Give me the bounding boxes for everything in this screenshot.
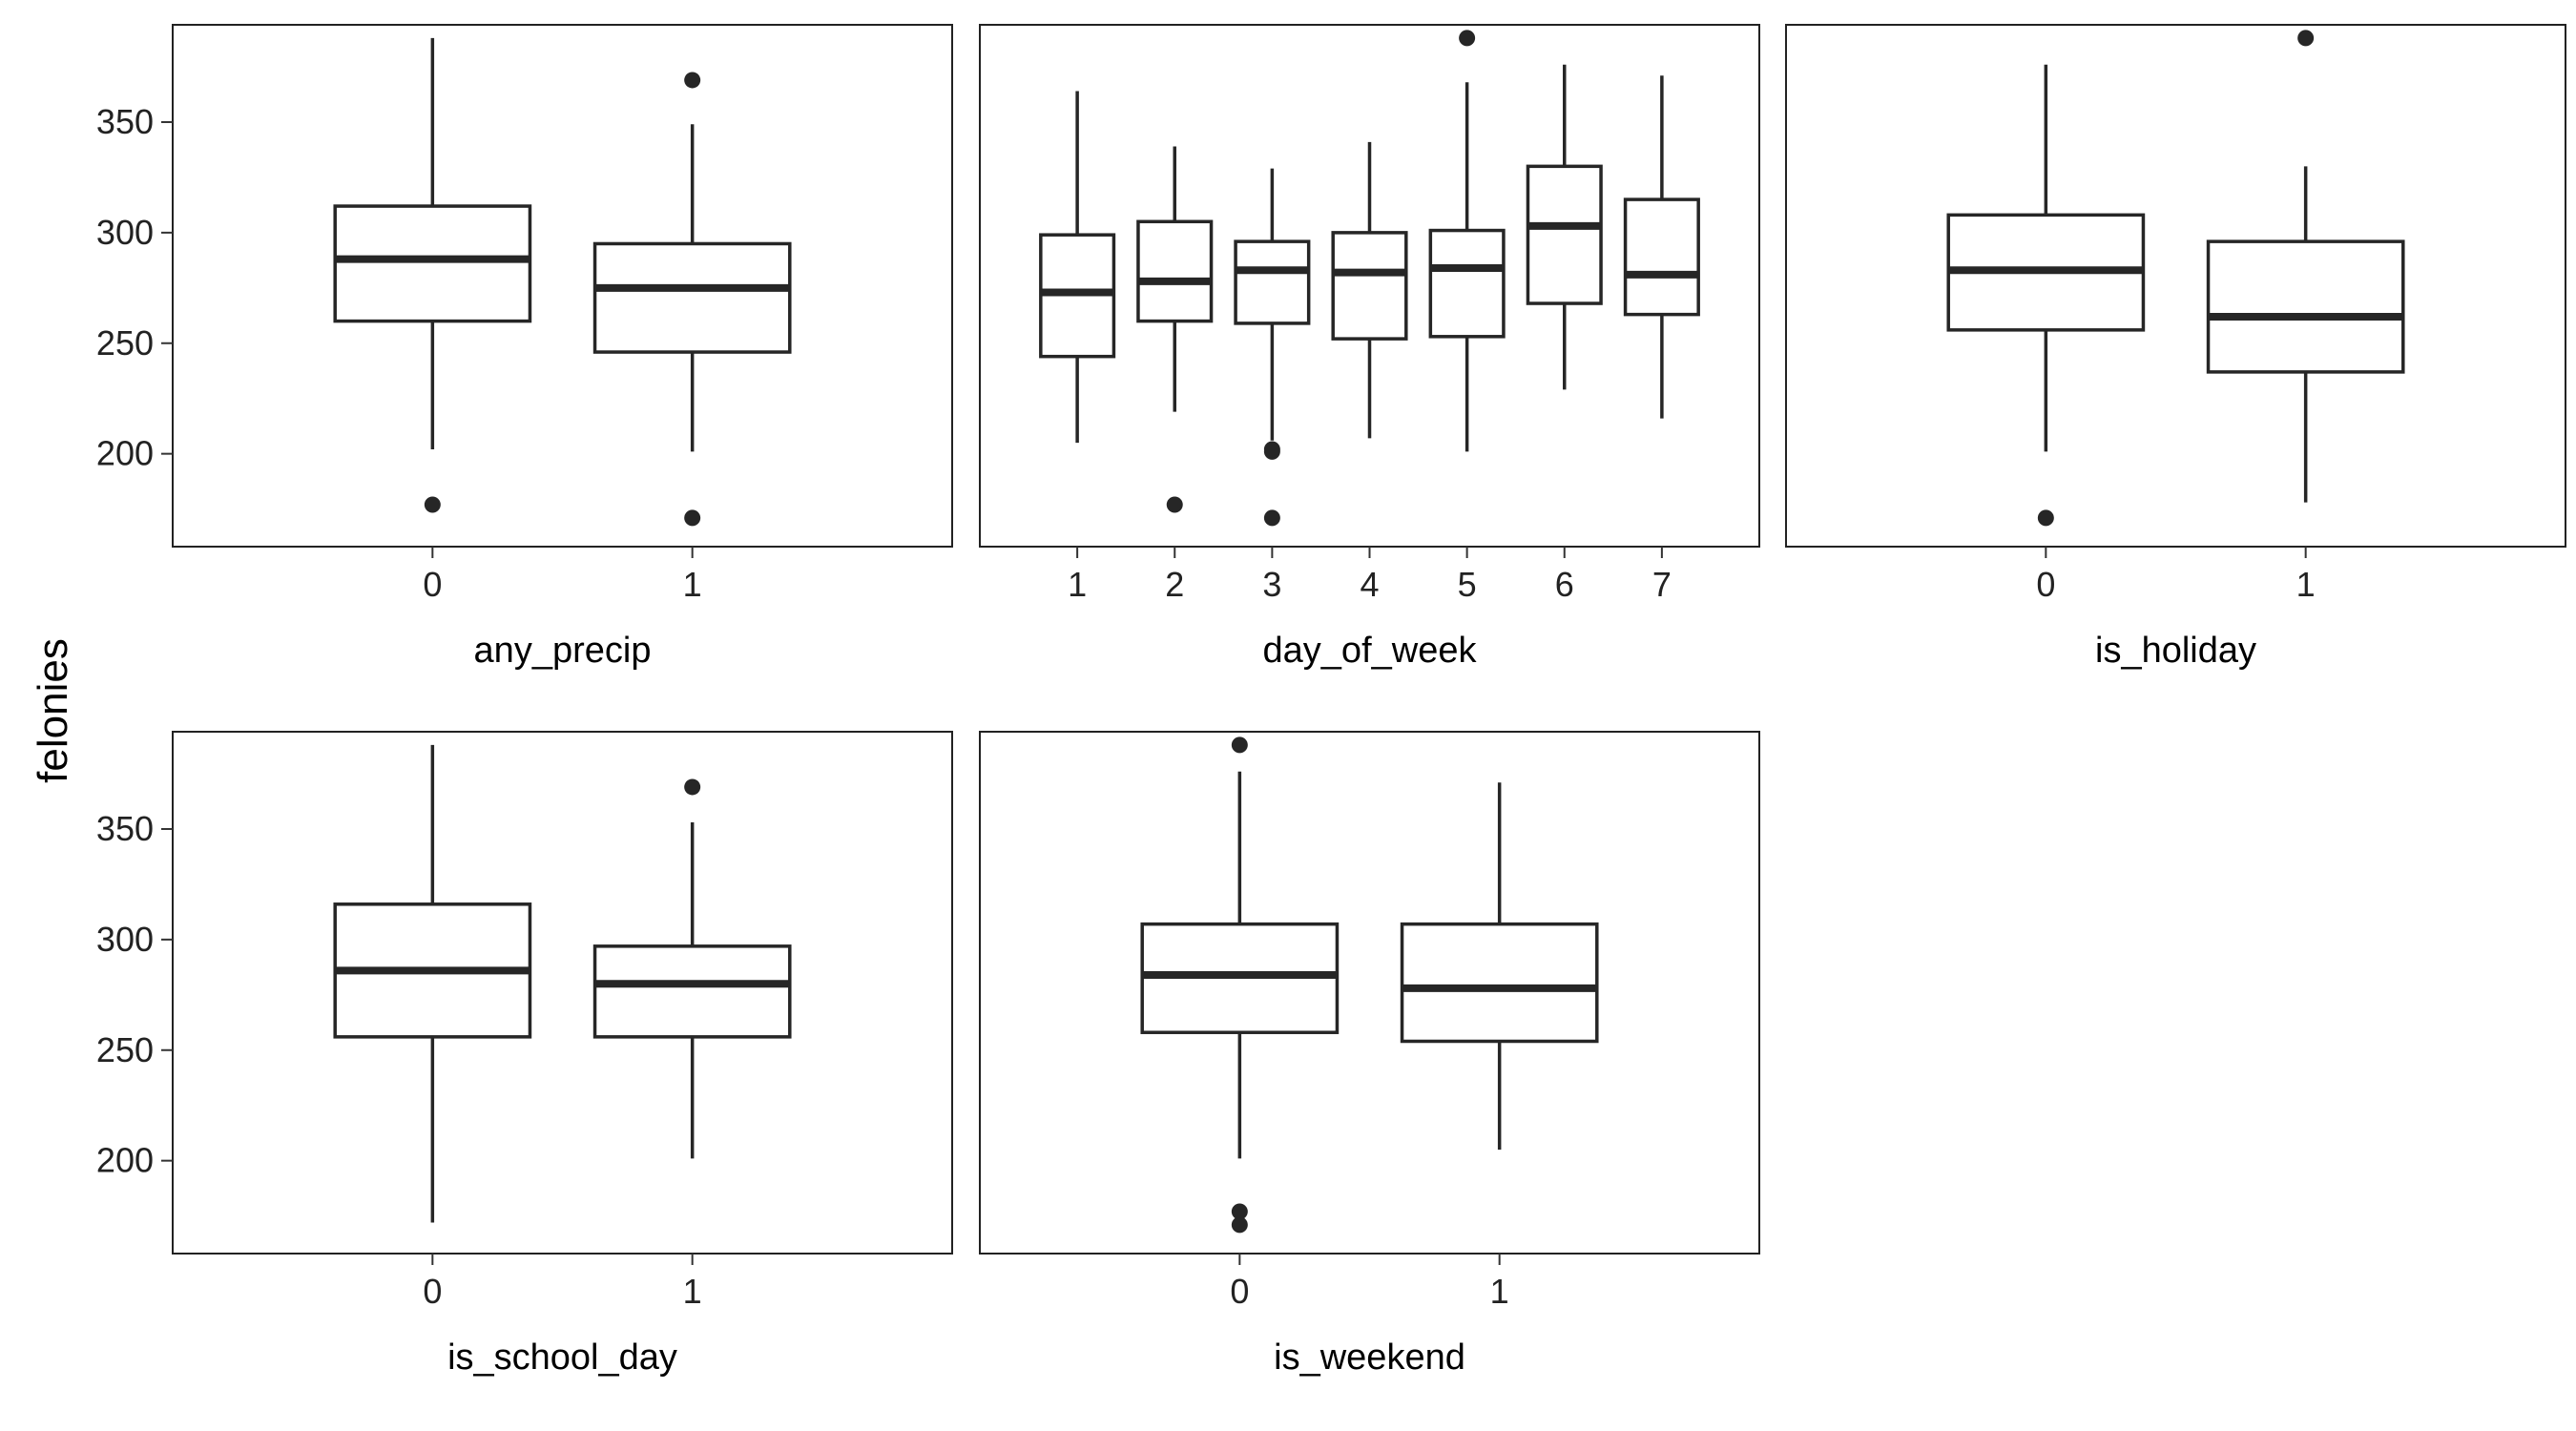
outlier-point	[1263, 443, 1280, 460]
box-day_of_week-1	[1039, 91, 1116, 444]
iqr-box	[592, 944, 792, 1039]
box-day_of_week-2	[1136, 146, 1214, 513]
y-tick-label: 200	[96, 434, 154, 473]
y-axis-label: felonies	[30, 638, 76, 783]
x-axis-label: is_holiday	[2095, 631, 2256, 671]
outlier-point	[1166, 496, 1183, 513]
iqr-box	[592, 241, 792, 354]
x-tick-label: 7	[1652, 565, 1672, 604]
panel-frame	[172, 731, 953, 1255]
iqr-box	[2206, 239, 2405, 374]
outlier-point	[1459, 30, 1476, 47]
y-tick-label: 250	[96, 323, 154, 363]
x-tick-label: 1	[683, 1272, 702, 1311]
iqr-box	[1136, 219, 1214, 323]
x-tick-label: 0	[423, 1272, 442, 1311]
box-is_holiday-1	[2206, 30, 2405, 503]
y-tick-label: 200	[96, 1141, 154, 1180]
outlier-point	[684, 72, 701, 89]
x-tick-label: 4	[1360, 565, 1379, 604]
x-tick-label: 0	[423, 565, 442, 604]
panel-day_of_week: 1 2 3 4 5 6 7 day_of_week	[979, 24, 1760, 671]
box-day_of_week-5	[1428, 30, 1506, 452]
x-tick-label: 6	[1555, 565, 1574, 604]
box-day_of_week-6	[1526, 64, 1603, 390]
iqr-box	[1428, 228, 1506, 339]
outlier-point	[1263, 509, 1280, 527]
outlier-point	[684, 509, 701, 527]
x-tick-label: 1	[1068, 565, 1087, 604]
outlier-point	[2037, 509, 2054, 527]
iqr-box	[1331, 231, 1408, 341]
box-any_precip-0	[333, 37, 532, 513]
box-is_weekend-0	[1140, 736, 1340, 1234]
x-tick-label: 2	[1165, 565, 1184, 604]
panel-is_holiday: 0 1 is_holiday	[1785, 24, 2566, 671]
iqr-box	[333, 204, 532, 323]
panel-is_weekend: 0 1 is_weekend	[979, 731, 1760, 1378]
y-tick-label: 250	[96, 1030, 154, 1069]
y-tick-label: 300	[96, 920, 154, 959]
box-is_school_day-1	[592, 778, 792, 1159]
outlier-point	[684, 778, 701, 796]
x-axis-label: is_weekend	[1274, 1338, 1465, 1378]
x-tick-label: 0	[2036, 565, 2055, 604]
x-tick-label: 1	[683, 565, 702, 604]
outlier-point	[1231, 1203, 1248, 1220]
iqr-box	[1400, 922, 1599, 1044]
x-tick-label: 0	[1230, 1272, 1249, 1311]
iqr-box	[1234, 239, 1311, 325]
x-axis-label: any_precip	[474, 631, 652, 671]
x-tick-label: 5	[1458, 565, 1477, 604]
iqr-box	[1623, 197, 1700, 317]
box-is_school_day-0	[333, 744, 532, 1223]
box-day_of_week-4	[1331, 141, 1408, 439]
box-is_holiday-0	[1946, 64, 2146, 527]
iqr-box	[1526, 164, 1603, 305]
panel-frame	[979, 731, 1760, 1255]
panel-is_school_day: 200 250 300 350 0 1is_school_day	[96, 731, 953, 1378]
box-day_of_week-3	[1234, 168, 1311, 527]
outlier-point	[1231, 736, 1248, 754]
x-axis-label: day_of_week	[1263, 631, 1478, 671]
box-any_precip-1	[592, 72, 792, 527]
panel-any_precip: 200 250 300 350 0 1 any_precip	[96, 24, 953, 671]
x-tick-label: 1	[1490, 1272, 1509, 1311]
outlier-point	[2297, 30, 2315, 47]
panel-frame	[172, 24, 953, 548]
box-day_of_week-7	[1623, 75, 1700, 419]
outlier-point	[1231, 1216, 1248, 1234]
panel-frame	[1785, 24, 2566, 548]
x-tick-label: 3	[1262, 565, 1281, 604]
y-tick-label: 350	[96, 102, 154, 141]
x-tick-label: 1	[2296, 565, 2316, 604]
box-is_weekend-1	[1400, 782, 1599, 1151]
y-tick-label: 350	[96, 809, 154, 848]
y-tick-label: 300	[96, 213, 154, 252]
x-axis-label: is_school_day	[447, 1338, 677, 1378]
outlier-point	[424, 496, 441, 513]
